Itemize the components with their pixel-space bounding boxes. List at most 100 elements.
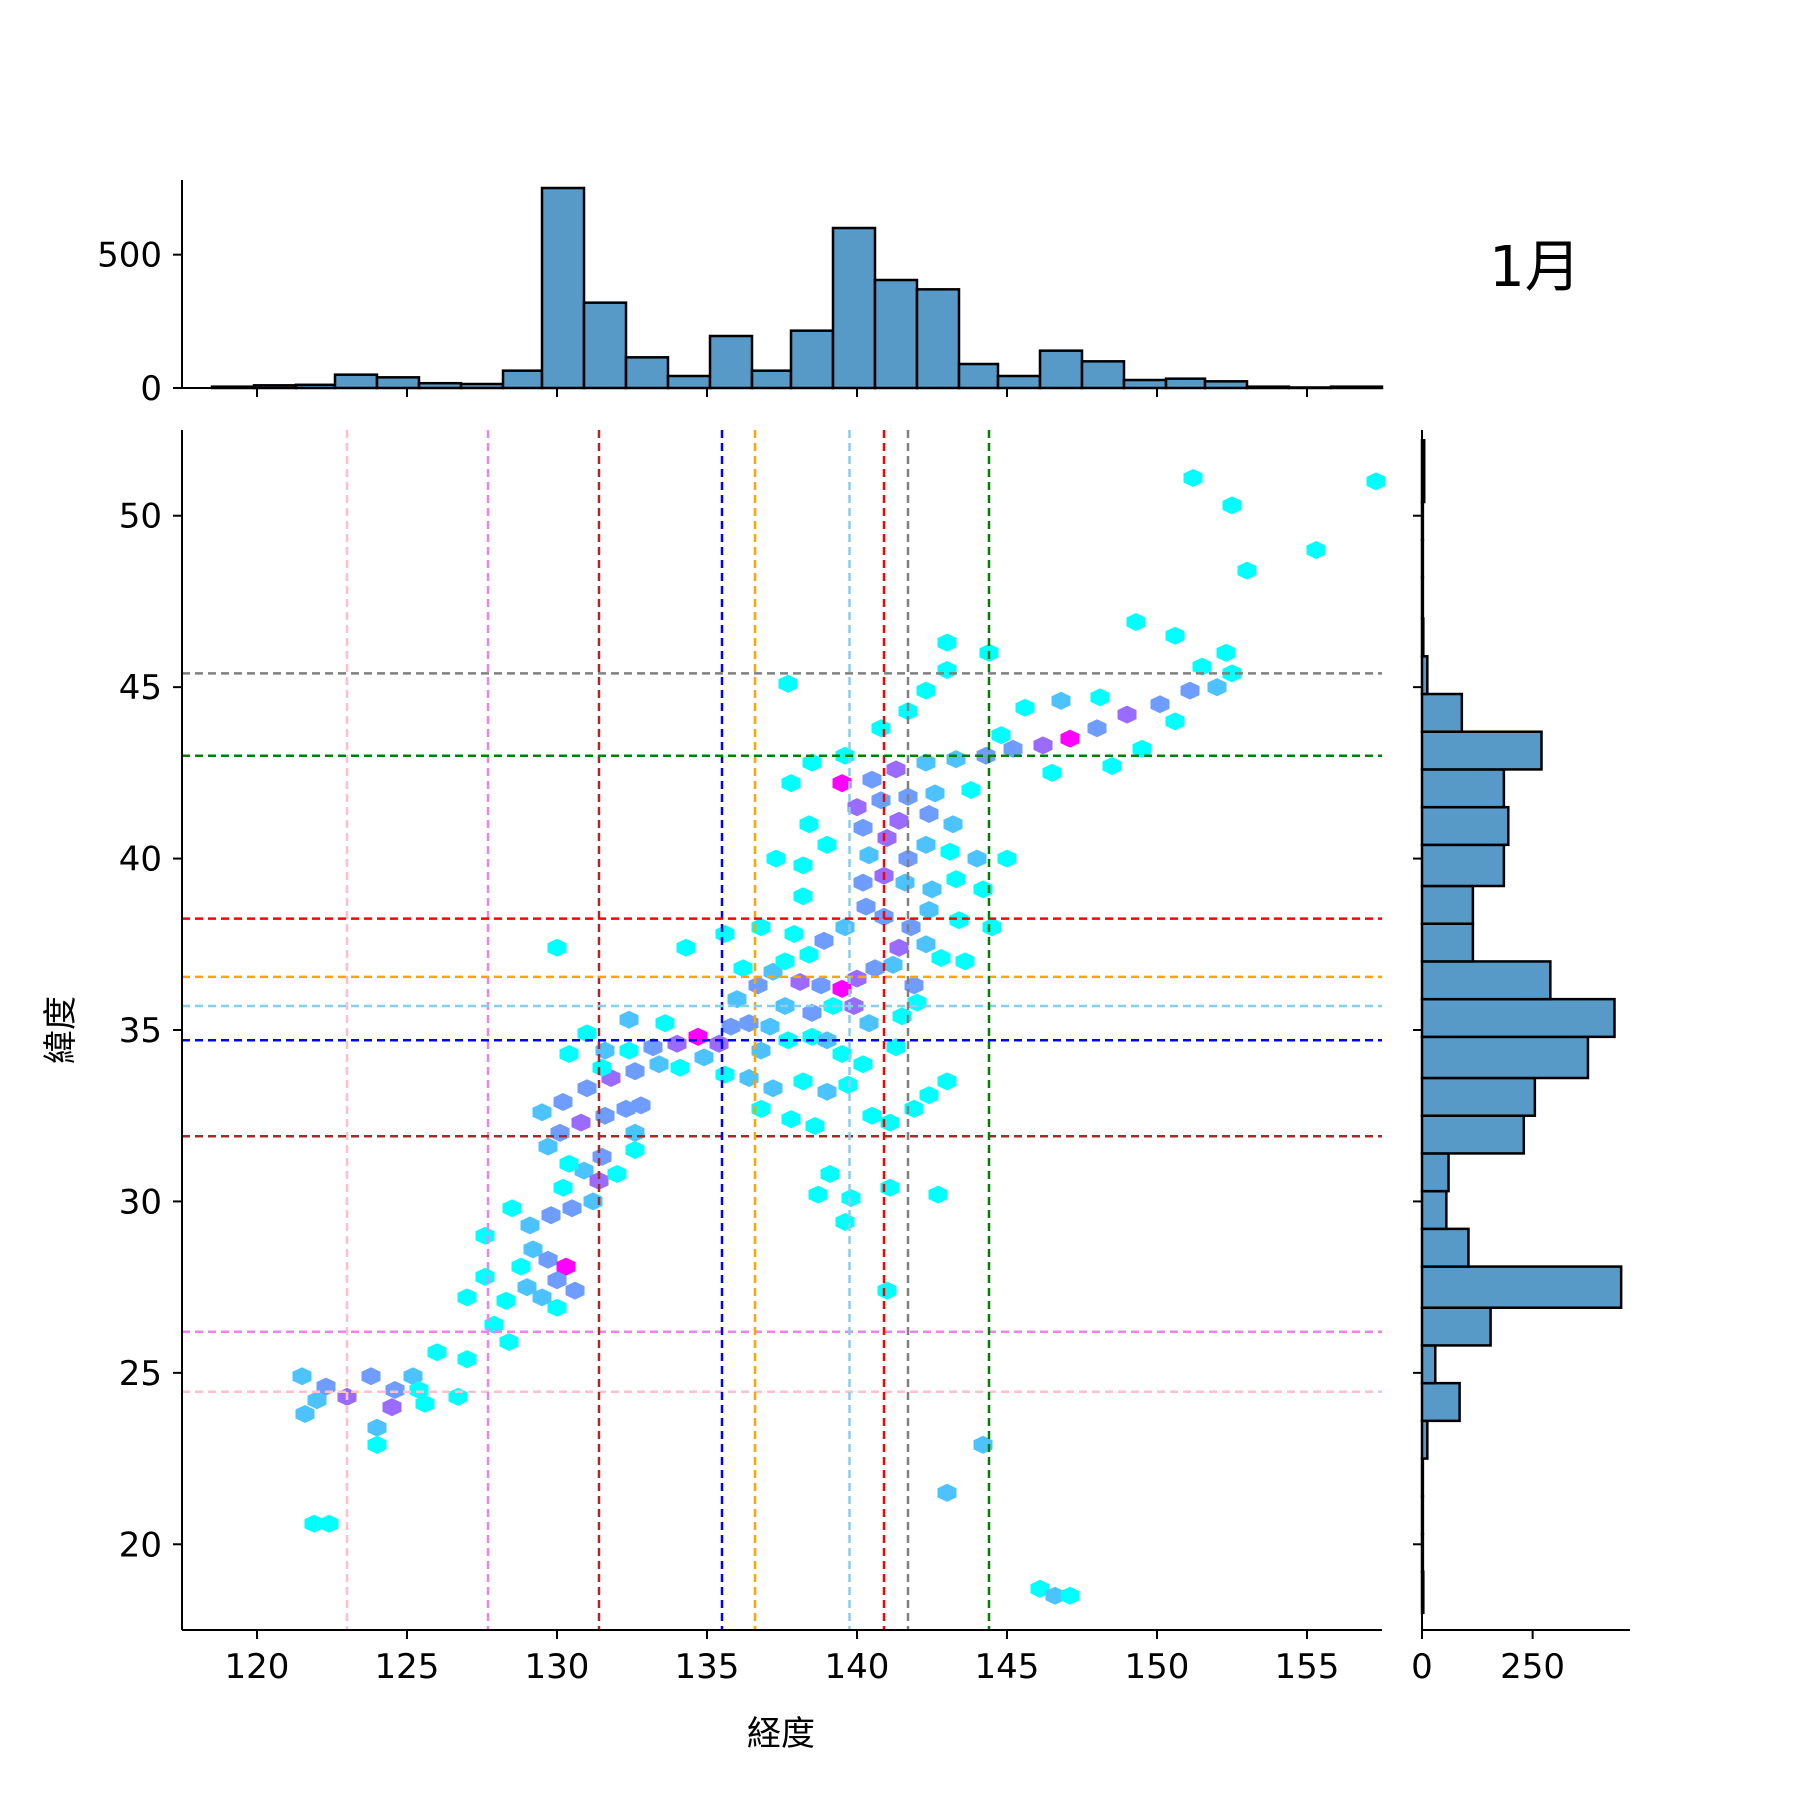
top-histogram-bar [708,334,754,390]
right-histogram-bar [1420,1344,1437,1385]
hexbin-cell [1051,691,1071,710]
top-histogram-bar [501,369,544,390]
hexbin-cell [295,1405,315,1423]
top-histogram-y-ticks: 0 500 [97,236,182,409]
hexbin-cell [607,1165,627,1183]
hexbin-cell [862,1106,882,1125]
hexbin-cell [409,1381,429,1399]
hexbin-cell [1060,729,1080,748]
right-histogram-bar [1420,1189,1448,1231]
right-histogram-bar [1420,1114,1526,1155]
hexbin-cell [865,959,885,978]
main-x-tick-label: 135 [675,1647,740,1687]
top-histogram-bar [582,301,628,390]
hexbin-cell [802,753,822,772]
hexbin-cell [1183,469,1203,487]
hexbin-cell [625,1062,645,1081]
hexbin-cell [547,1298,567,1317]
hexbin-cell [511,1257,531,1276]
hexbin-cell [997,849,1017,868]
right-histogram-bar [1420,997,1616,1039]
hexbin-cell [496,1291,516,1310]
main-y-tick-label: 45 [119,668,162,708]
hexbin-cell [1180,681,1200,700]
hexbin-cell [928,1185,948,1204]
top-histogram-bar [624,356,670,390]
hexbin-cell [898,702,918,721]
hexbin-cell [1015,698,1035,717]
hexbin-cell [670,1058,690,1077]
hexbin-cell [799,815,819,834]
hexbin-cell [571,1113,591,1132]
hexbin-cell [1306,541,1326,559]
right-histogram-bar [1420,692,1464,733]
hexbin-cell [502,1199,522,1218]
hexbin-cell [1102,757,1122,775]
hexbin-cell [292,1367,312,1386]
hexbin-cell [895,873,915,892]
hexbin-cell [1132,739,1152,758]
hexbin-cell [403,1367,423,1386]
right-histogram-bar [1420,884,1475,925]
right-histogram-bar [1420,1152,1450,1193]
hexbin-cell [811,976,831,995]
top-histogram-bar [1122,378,1168,390]
main-x-tick-label: 120 [225,1647,290,1687]
hexbin-cell [592,1147,612,1166]
hexbin-cell [583,1192,603,1211]
hexbin-cell [847,969,867,988]
hexbin-cell [547,1271,567,1290]
hexbin-cell [832,774,852,793]
top-histogram-bar [1080,360,1126,390]
hexbin-cell [844,997,864,1015]
hexbin-cell [955,952,975,971]
hexbin-cell [925,784,945,803]
hexbin-cell [715,1065,735,1084]
hexbin-cell [589,1171,609,1190]
hexbin-cell [733,959,753,978]
hexbin-cell [676,938,696,957]
top-histogram-x-ticks [256,388,1308,397]
hexbin-cell [946,870,966,889]
hexbin-cell [616,1099,636,1118]
hexbin-cell [805,1117,825,1135]
hexbin-cell [499,1333,519,1351]
hexbin-cell [937,1483,957,1502]
hexbin-cell [1222,664,1242,683]
hexbin-cell [1165,626,1185,645]
hexbin-cell [574,1161,594,1180]
main-x-tick-label: 155 [1275,1647,1340,1687]
hexbin-cell [817,835,837,854]
hexbin-cell [382,1398,402,1417]
main-y-tick-label: 40 [119,840,162,880]
x-axis-label: 経度 [747,1714,815,1754]
hexbin-cell [457,1350,477,1369]
hexbin-cell [1090,688,1110,707]
hexbin-cell [802,1003,822,1022]
hexbin-cell [871,791,891,810]
hexbin-cell [1366,472,1386,491]
top-histogram-bar [1164,377,1207,390]
hexbin-cell [553,1093,573,1111]
hexbin-cell [1045,1586,1065,1605]
hexbin-cell [1030,1579,1050,1598]
hexbin-cell [808,1185,828,1204]
hexbin-cell [709,1034,729,1053]
hexbin-cell [799,945,819,964]
hexbin-cell [976,746,996,765]
hexbin-cell [943,815,963,834]
hexbin-cell [880,1178,900,1197]
hexbin-cell [886,1038,906,1057]
hexbin-cell [619,1041,639,1060]
right-histogram-bar [1420,1227,1470,1268]
hexbin-cell [1042,763,1062,782]
hexbin-cell [931,949,951,967]
hexbin-cell [559,1154,579,1173]
right-x-tick-label: 250 [1500,1647,1565,1687]
hexbin-cell [361,1367,381,1386]
hexbin-cell [760,1017,780,1036]
right-histogram-bar [1420,730,1543,771]
hexbin-cell [916,681,936,700]
hexbin-cell [427,1343,447,1362]
hexbin-cell [1117,705,1137,724]
